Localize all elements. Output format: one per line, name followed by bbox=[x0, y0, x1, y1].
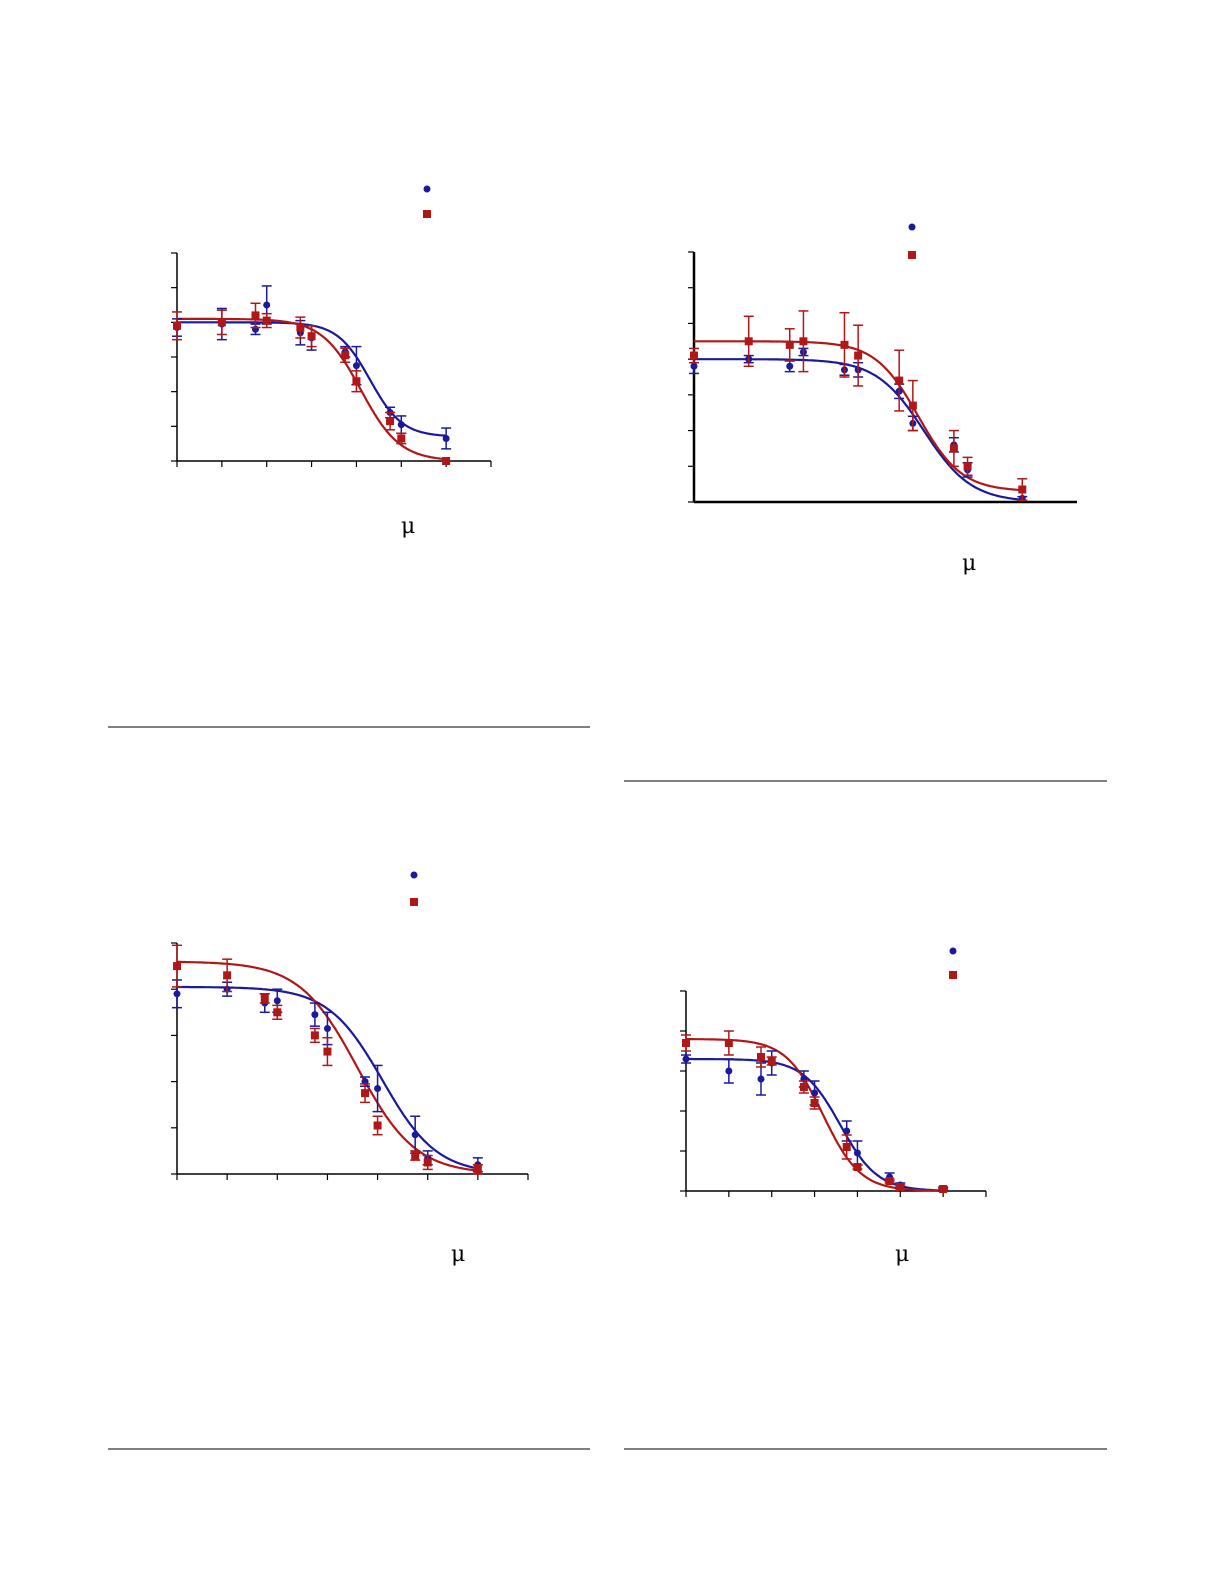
data-point-series-2 bbox=[423, 1158, 432, 1167]
data-point-series-1 bbox=[725, 1067, 733, 1075]
data-point-series-2 bbox=[1018, 485, 1027, 494]
data-point-series-2 bbox=[854, 351, 863, 360]
legend-marker-series-2 bbox=[410, 898, 418, 906]
data-point-series-1 bbox=[374, 1085, 382, 1093]
data-point-series-2 bbox=[223, 971, 232, 980]
panel-1-legend bbox=[423, 185, 431, 218]
legend-marker-series-1 bbox=[423, 185, 431, 193]
panel-4: μ bbox=[624, 947, 1107, 1450]
data-point-series-2 bbox=[757, 1053, 765, 1061]
data-point-series-2 bbox=[842, 1143, 851, 1151]
data-point-series-2 bbox=[853, 1163, 862, 1171]
data-point-series-2 bbox=[411, 1151, 420, 1160]
data-point-series-1 bbox=[323, 1024, 331, 1032]
data-point-series-2 bbox=[323, 1047, 332, 1056]
data-point-series-1 bbox=[352, 362, 360, 370]
data-point-series-2 bbox=[373, 1121, 382, 1130]
legend-marker-series-2 bbox=[908, 251, 916, 259]
legend-marker-series-2 bbox=[949, 971, 957, 979]
panel-1-data-points bbox=[172, 285, 452, 465]
data-point-series-2 bbox=[262, 316, 271, 325]
data-point-series-2 bbox=[442, 457, 451, 465]
data-point-series-2 bbox=[895, 376, 904, 385]
data-point-series-2 bbox=[173, 321, 181, 330]
panel-1-unit-symbol: μ bbox=[401, 514, 415, 539]
data-point-series-2 bbox=[810, 1099, 819, 1107]
panel-4-unit-symbol: μ bbox=[895, 1242, 909, 1267]
data-point-series-2 bbox=[260, 994, 269, 1003]
data-point-series-1 bbox=[853, 1149, 861, 1157]
panel-2-data-points bbox=[689, 310, 1028, 502]
data-point-series-2 bbox=[251, 311, 260, 320]
data-point-series-2 bbox=[767, 1057, 776, 1065]
data-point-series-2 bbox=[724, 1039, 733, 1047]
panel-3-data-points bbox=[172, 944, 483, 1175]
data-point-series-2 bbox=[217, 318, 226, 327]
data-point-series-2 bbox=[273, 1008, 282, 1017]
fit-curve-series-2 bbox=[177, 960, 479, 1172]
fit-curve-series-1 bbox=[686, 1057, 944, 1192]
data-point-series-1 bbox=[690, 362, 698, 370]
data-point-series-2 bbox=[908, 401, 917, 410]
panel-4-data-points bbox=[681, 1030, 949, 1193]
data-point-series-2 bbox=[173, 962, 181, 971]
panel-4-axes bbox=[680, 990, 987, 1197]
data-point-series-2 bbox=[799, 1083, 808, 1091]
data-point-series-2 bbox=[949, 444, 958, 453]
data-point-series-1 bbox=[263, 301, 271, 309]
data-point-series-1 bbox=[811, 1089, 819, 1097]
panel-1-axes bbox=[171, 252, 492, 467]
data-point-series-1 bbox=[682, 1055, 690, 1063]
data-point-series-1 bbox=[311, 1011, 319, 1019]
panel-3-fit-curves bbox=[177, 960, 479, 1172]
panel-3-legend bbox=[410, 871, 418, 906]
panel-2-axes bbox=[688, 251, 1077, 504]
panel-3: μ bbox=[108, 871, 590, 1450]
data-point-series-2 bbox=[896, 1183, 905, 1191]
data-point-series-2 bbox=[473, 1165, 482, 1174]
panel-2: μ bbox=[624, 223, 1107, 782]
data-point-series-2 bbox=[939, 1185, 948, 1193]
data-point-series-1 bbox=[843, 1127, 851, 1135]
data-point-series-2 bbox=[690, 351, 698, 360]
data-point-series-2 bbox=[682, 1039, 690, 1047]
data-point-series-2 bbox=[352, 377, 361, 386]
legend-marker-series-1 bbox=[410, 871, 418, 879]
data-point-series-2 bbox=[341, 351, 350, 360]
data-point-series-2 bbox=[963, 462, 972, 471]
panel-1: μ bbox=[108, 185, 590, 728]
legend-marker-series-1 bbox=[908, 223, 916, 231]
data-point-series-2 bbox=[307, 332, 316, 341]
panel-2-legend bbox=[908, 223, 916, 259]
data-point-series-2 bbox=[744, 337, 753, 346]
data-point-series-2 bbox=[397, 434, 406, 443]
legend-marker-series-1 bbox=[949, 947, 957, 955]
data-point-series-2 bbox=[310, 1031, 319, 1040]
panel-2-unit-symbol: μ bbox=[962, 551, 976, 576]
data-point-series-2 bbox=[840, 340, 849, 349]
panel-3-unit-symbol: μ bbox=[451, 1242, 465, 1267]
data-point-series-1 bbox=[786, 362, 794, 370]
data-point-series-1 bbox=[273, 997, 281, 1005]
data-point-series-1 bbox=[442, 434, 450, 442]
panel-4-legend bbox=[949, 947, 957, 979]
data-point-series-1 bbox=[411, 1131, 419, 1139]
data-point-series-2 bbox=[386, 417, 395, 426]
fit-curve-series-2 bbox=[686, 1038, 944, 1192]
data-point-series-1 bbox=[173, 990, 181, 998]
data-point-series-2 bbox=[296, 323, 305, 332]
data-point-series-2 bbox=[785, 340, 794, 349]
legend-marker-series-2 bbox=[423, 210, 431, 218]
data-point-series-1 bbox=[397, 421, 405, 429]
data-point-series-2 bbox=[799, 337, 808, 346]
data-point-series-1 bbox=[757, 1075, 765, 1083]
panel-4-fit-curves bbox=[686, 1038, 944, 1192]
data-point-series-2 bbox=[885, 1177, 894, 1185]
data-point-series-2 bbox=[361, 1089, 370, 1098]
